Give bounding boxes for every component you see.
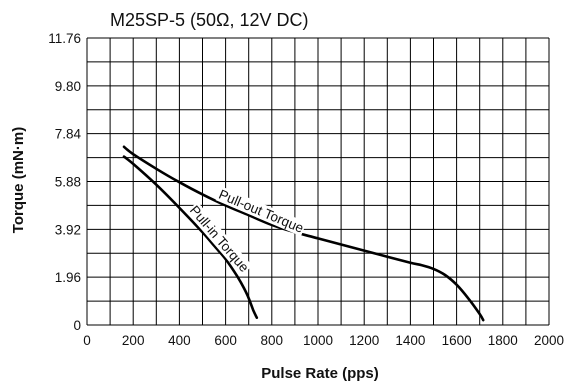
y-axis-label: Torque (mN·m) (10, 127, 27, 233)
y-tick-label: 11.76 (48, 31, 81, 46)
x-tick-label: 1800 (488, 333, 518, 348)
y-tick-label: 9.80 (55, 79, 81, 94)
y-tick-label: 7.84 (55, 127, 82, 142)
y-tick-label: 3.92 (55, 222, 81, 237)
x-tick-label: 1200 (349, 333, 379, 348)
x-axis-label: Pulse Rate (pps) (261, 365, 379, 382)
chart-title: M25SP-5 (50Ω, 12V DC) (110, 10, 309, 30)
y-tick-label: 1.96 (55, 270, 81, 285)
y-tick-label: 0 (73, 318, 81, 333)
x-tick-labels: 0 200 400 600 800 1000 1200 1400 1600 1800 2000 (83, 333, 564, 348)
x-tick-label: 0 (83, 333, 91, 348)
x-tick-label: 1600 (442, 333, 472, 348)
x-tick-label: 1000 (303, 333, 333, 348)
x-tick-label: 400 (168, 333, 191, 348)
x-tick-label: 600 (214, 333, 237, 348)
series-line-pull-in-torque (122, 155, 259, 319)
y-tick-labels: 0 1.96 3.92 5.88 7.84 9.80 11.76 (48, 31, 81, 333)
curve-annotation-background (186, 201, 253, 276)
x-tick-label: 800 (261, 333, 284, 348)
x-tick-label: 200 (122, 333, 145, 348)
x-tick-label: 2000 (534, 333, 564, 348)
x-tick-label: 1400 (395, 333, 425, 348)
series-curves (122, 145, 485, 322)
series-line-pull-out-torque (122, 145, 485, 322)
curve-annotation-group: Pull-out Torque (215, 186, 307, 237)
y-tick-label: 5.88 (55, 175, 81, 190)
curve-annotation-label: Pull-out Torque (217, 187, 306, 236)
curve-annotation-background (215, 186, 307, 237)
plot-grid (86, 37, 550, 326)
